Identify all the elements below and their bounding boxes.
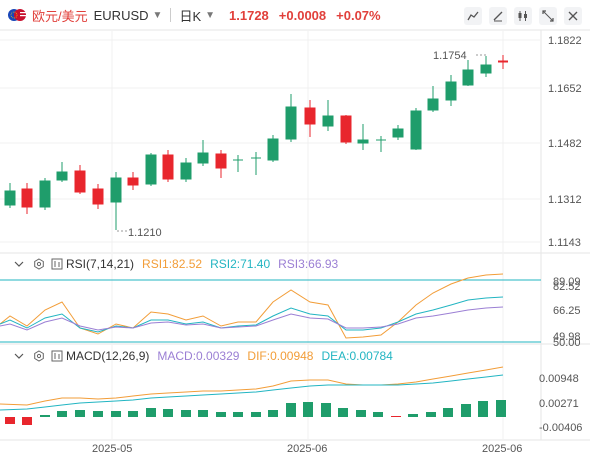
candle bbox=[197, 140, 209, 166]
rsi-label: RSI(7,14,21) bbox=[66, 257, 135, 271]
candle bbox=[376, 136, 386, 152]
y-tick: 1.1822 bbox=[548, 35, 582, 47]
candle bbox=[480, 56, 492, 77]
rsi-legend: RSI(7,14,21) RSI1:82.52 RSI2:71.40 RSI3:… bbox=[0, 256, 338, 272]
candle bbox=[92, 184, 104, 209]
candle bbox=[445, 75, 457, 106]
chart-header: 欧元/美元 EURUSD ▼ 日K ▼ 1.1728 +0.0008 +0.07… bbox=[0, 0, 590, 30]
candle bbox=[180, 158, 192, 182]
candle bbox=[251, 152, 261, 175]
y-tick: 1.1143 bbox=[548, 237, 581, 249]
y-tick: 1.1652 bbox=[548, 83, 582, 95]
symbol-cn[interactable]: 欧元/美元 bbox=[32, 8, 88, 24]
candle bbox=[215, 150, 227, 178]
period-chevron-down-icon[interactable]: ▼ bbox=[205, 9, 216, 21]
rsi-tick: 50.00 bbox=[553, 337, 581, 349]
dif-line bbox=[0, 366, 504, 406]
rsi1-line bbox=[0, 273, 504, 339]
candle bbox=[322, 100, 334, 131]
candle bbox=[145, 153, 157, 186]
candle bbox=[56, 162, 68, 182]
dif-value: DIF:0.00948 bbox=[247, 349, 314, 363]
x-tick: 2025-06 bbox=[482, 443, 522, 455]
crosshair-icon bbox=[498, 57, 508, 67]
rsi2-line bbox=[0, 296, 504, 333]
candle bbox=[21, 183, 33, 214]
candle bbox=[110, 172, 122, 230]
macd-tick: 0.00948 bbox=[539, 373, 579, 385]
y-tick: 1.1312 bbox=[548, 194, 582, 206]
candle bbox=[162, 150, 174, 182]
candle bbox=[392, 125, 404, 140]
macd-label: MACD(12,26,9) bbox=[66, 349, 150, 363]
last-price: 1.1728 bbox=[229, 7, 269, 23]
macd-histogram bbox=[5, 400, 506, 425]
rsi2-value: RSI2:71.40 bbox=[210, 257, 271, 271]
rsi1-value: RSI1:82.52 bbox=[142, 257, 203, 271]
draw-icon[interactable] bbox=[489, 7, 507, 25]
rsi-tick: 49.98 bbox=[553, 331, 581, 343]
candle bbox=[304, 100, 316, 137]
dea-value: DEA:0.00784 bbox=[321, 349, 393, 363]
candle bbox=[74, 165, 86, 194]
macd-tick: 0.00271 bbox=[539, 398, 579, 410]
eu-us-flag-icon bbox=[8, 9, 26, 21]
chart-indicator-icon[interactable] bbox=[50, 349, 64, 363]
rsi-tick: 89.09 bbox=[553, 276, 581, 288]
rsi-tick: 82.52 bbox=[553, 281, 581, 293]
toolbar bbox=[464, 7, 582, 25]
dea-line bbox=[0, 374, 504, 411]
period-selector[interactable]: 日K bbox=[179, 8, 202, 24]
rsi3-value: RSI3:66.93 bbox=[278, 257, 339, 271]
chevron-down-icon[interactable]: ▼ bbox=[152, 9, 163, 21]
rsi-tick: 66.25 bbox=[553, 305, 581, 317]
price-change-pct: +0.07% bbox=[336, 7, 381, 23]
x-tick: 2025-06 bbox=[287, 443, 327, 455]
candle bbox=[340, 115, 352, 144]
collapse-icon[interactable] bbox=[12, 349, 26, 363]
candle bbox=[410, 108, 422, 150]
candle bbox=[357, 124, 369, 150]
candle bbox=[39, 178, 51, 210]
macd-tick: -0.00406 bbox=[539, 422, 582, 434]
settings-icon[interactable] bbox=[32, 257, 46, 271]
chart-indicator-icon[interactable] bbox=[50, 257, 64, 271]
candle bbox=[427, 86, 439, 112]
candle bbox=[462, 60, 474, 86]
close-icon[interactable] bbox=[564, 7, 582, 25]
collapse-icon[interactable] bbox=[12, 257, 26, 271]
candle bbox=[285, 94, 297, 142]
candle bbox=[233, 155, 243, 172]
y-tick: 1.1482 bbox=[548, 138, 582, 150]
macd-value: MACD:0.00329 bbox=[157, 349, 240, 363]
price-change: +0.0008 bbox=[278, 7, 327, 23]
candle-type-icon[interactable] bbox=[514, 7, 532, 25]
rsi3-line bbox=[0, 306, 504, 331]
macd-legend: MACD(12,26,9) MACD:0.00329 DIF:0.00948 D… bbox=[0, 348, 393, 364]
candle bbox=[127, 172, 139, 190]
low-price-label: 1.1210 bbox=[128, 227, 162, 239]
settings-icon[interactable] bbox=[32, 349, 46, 363]
divider bbox=[170, 8, 172, 22]
indicator-icon[interactable] bbox=[464, 7, 482, 25]
fullscreen-icon[interactable] bbox=[539, 7, 557, 25]
x-tick: 2025-05 bbox=[92, 443, 132, 455]
symbol-code[interactable]: EURUSD bbox=[93, 7, 149, 23]
high-price-label: 1.1754 bbox=[433, 50, 467, 62]
candle bbox=[267, 135, 279, 162]
candlesticks bbox=[4, 55, 508, 230]
candle bbox=[4, 183, 16, 208]
